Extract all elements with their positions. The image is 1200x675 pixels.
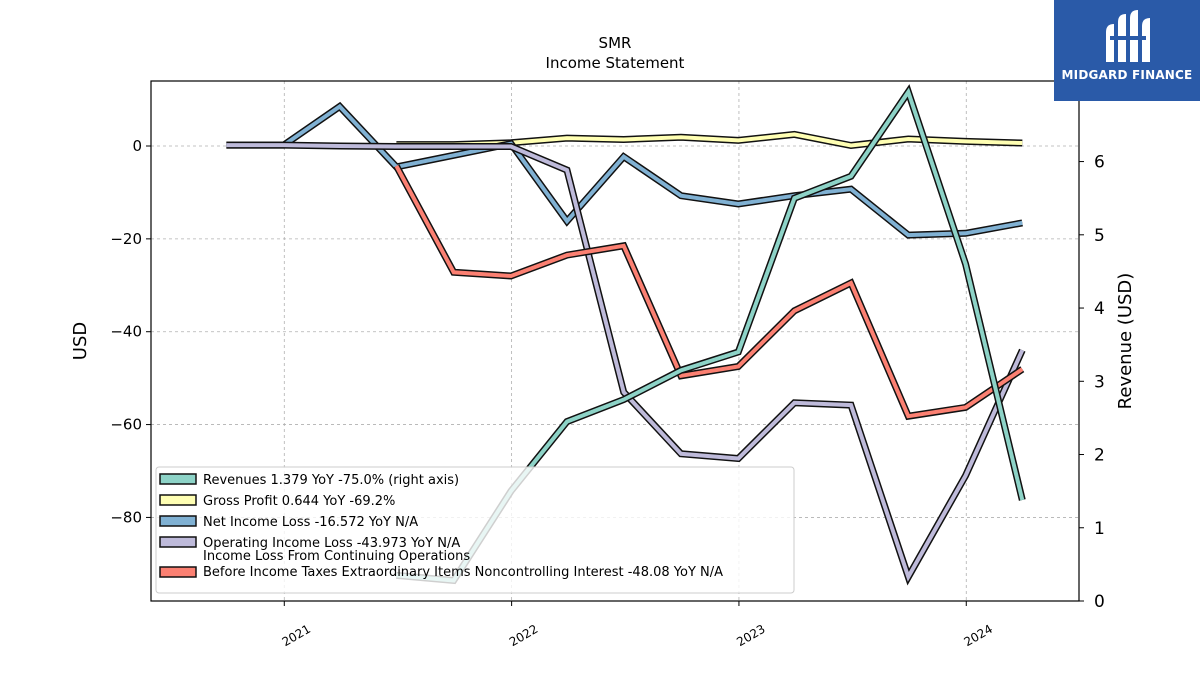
legend-box <box>155 466 795 594</box>
legend-swatch <box>159 515 197 527</box>
chart-subtitle: Income Statement <box>546 54 685 72</box>
y-right-tick-label: 3 <box>1094 372 1105 392</box>
series-line-net_income <box>226 103 1023 238</box>
y-right-tick-label: 2 <box>1094 446 1105 466</box>
legend-label: Operating Income Loss -43.973 YoY N/A <box>203 536 460 551</box>
midgard-finance-logo: MIDGARD FINANCE <box>1054 0 1200 101</box>
legend: Revenues 1.379 YoY -75.0% (right axis) Gr… <box>155 466 795 594</box>
x-tick-label: 2022 <box>507 622 540 649</box>
y-left-tick-label: −80 <box>110 508 142 526</box>
series-line-outline-pretax_income <box>393 164 1025 421</box>
logo-text: MIDGARD FINANCE <box>1061 68 1193 82</box>
y-right-tick-label: 4 <box>1094 299 1105 319</box>
y-left-tick-label: −20 <box>110 230 142 248</box>
logo-mark-icon <box>1106 10 1150 62</box>
legend-label: Income Loss From Continuing Operations Be… <box>203 549 723 580</box>
x-tick-label: 2023 <box>734 622 767 649</box>
legend-label: Net Income Loss -16.572 YoY N/A <box>203 515 418 530</box>
y-right-axis-label: Revenue (USD) <box>1115 273 1136 410</box>
series-line-operating_income <box>226 143 1025 582</box>
y-left-tick-label: −40 <box>110 323 142 341</box>
y-right-tick-label: 1 <box>1094 519 1105 539</box>
x-tick-label: 2021 <box>280 622 313 649</box>
legend-label: Revenues 1.379 YoY -75.0% (right axis) <box>203 473 459 488</box>
x-tick-label: 2024 <box>962 622 995 649</box>
y-left-axis-label: USD <box>70 322 91 360</box>
y-right-tick-label: 0 <box>1094 592 1105 612</box>
legend-label: Gross Profit 0.644 YoY -69.2% <box>203 494 395 509</box>
y-left-tick-label: −60 <box>110 416 142 434</box>
chart-title: SMR <box>599 34 632 52</box>
y-right-tick-label: 6 <box>1094 153 1105 173</box>
series-line-outline-net_income <box>226 101 1023 239</box>
y-left-tick-label: 0 <box>132 137 142 155</box>
legend-swatch <box>159 473 197 485</box>
legend-swatch <box>159 566 197 578</box>
legend-swatch <box>159 536 197 548</box>
series-line-pretax_income <box>394 165 1024 419</box>
legend-swatch <box>159 494 197 506</box>
y-right-tick-label: 5 <box>1094 226 1105 246</box>
plot-frame <box>150 80 1080 602</box>
